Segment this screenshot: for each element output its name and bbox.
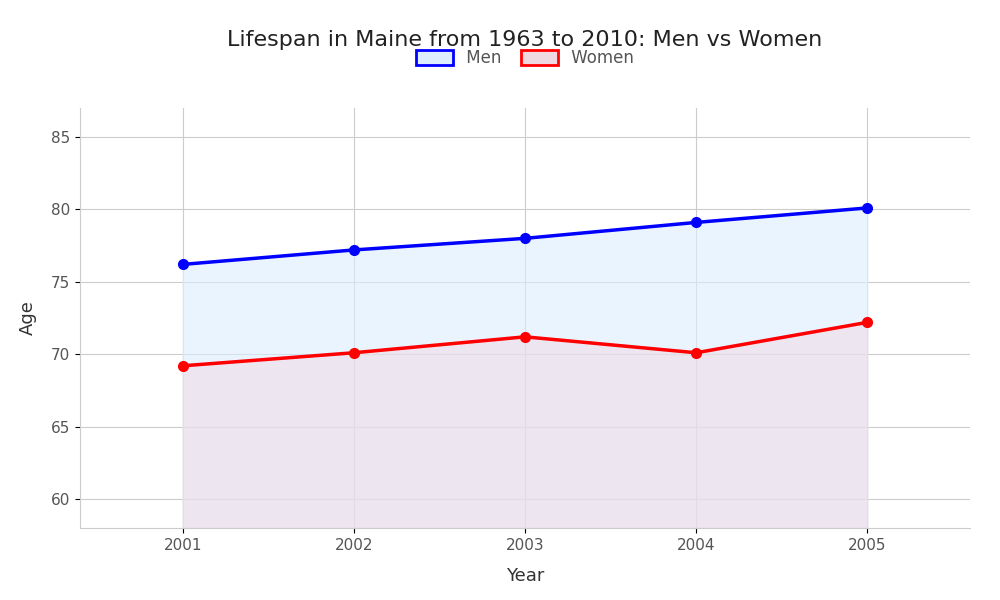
X-axis label: Year: Year — [506, 566, 544, 584]
Y-axis label: Age: Age — [19, 301, 37, 335]
Title: Lifespan in Maine from 1963 to 2010: Men vs Women: Lifespan in Maine from 1963 to 2010: Men… — [227, 29, 823, 49]
Legend:  Men,  Women: Men, Women — [408, 41, 642, 76]
